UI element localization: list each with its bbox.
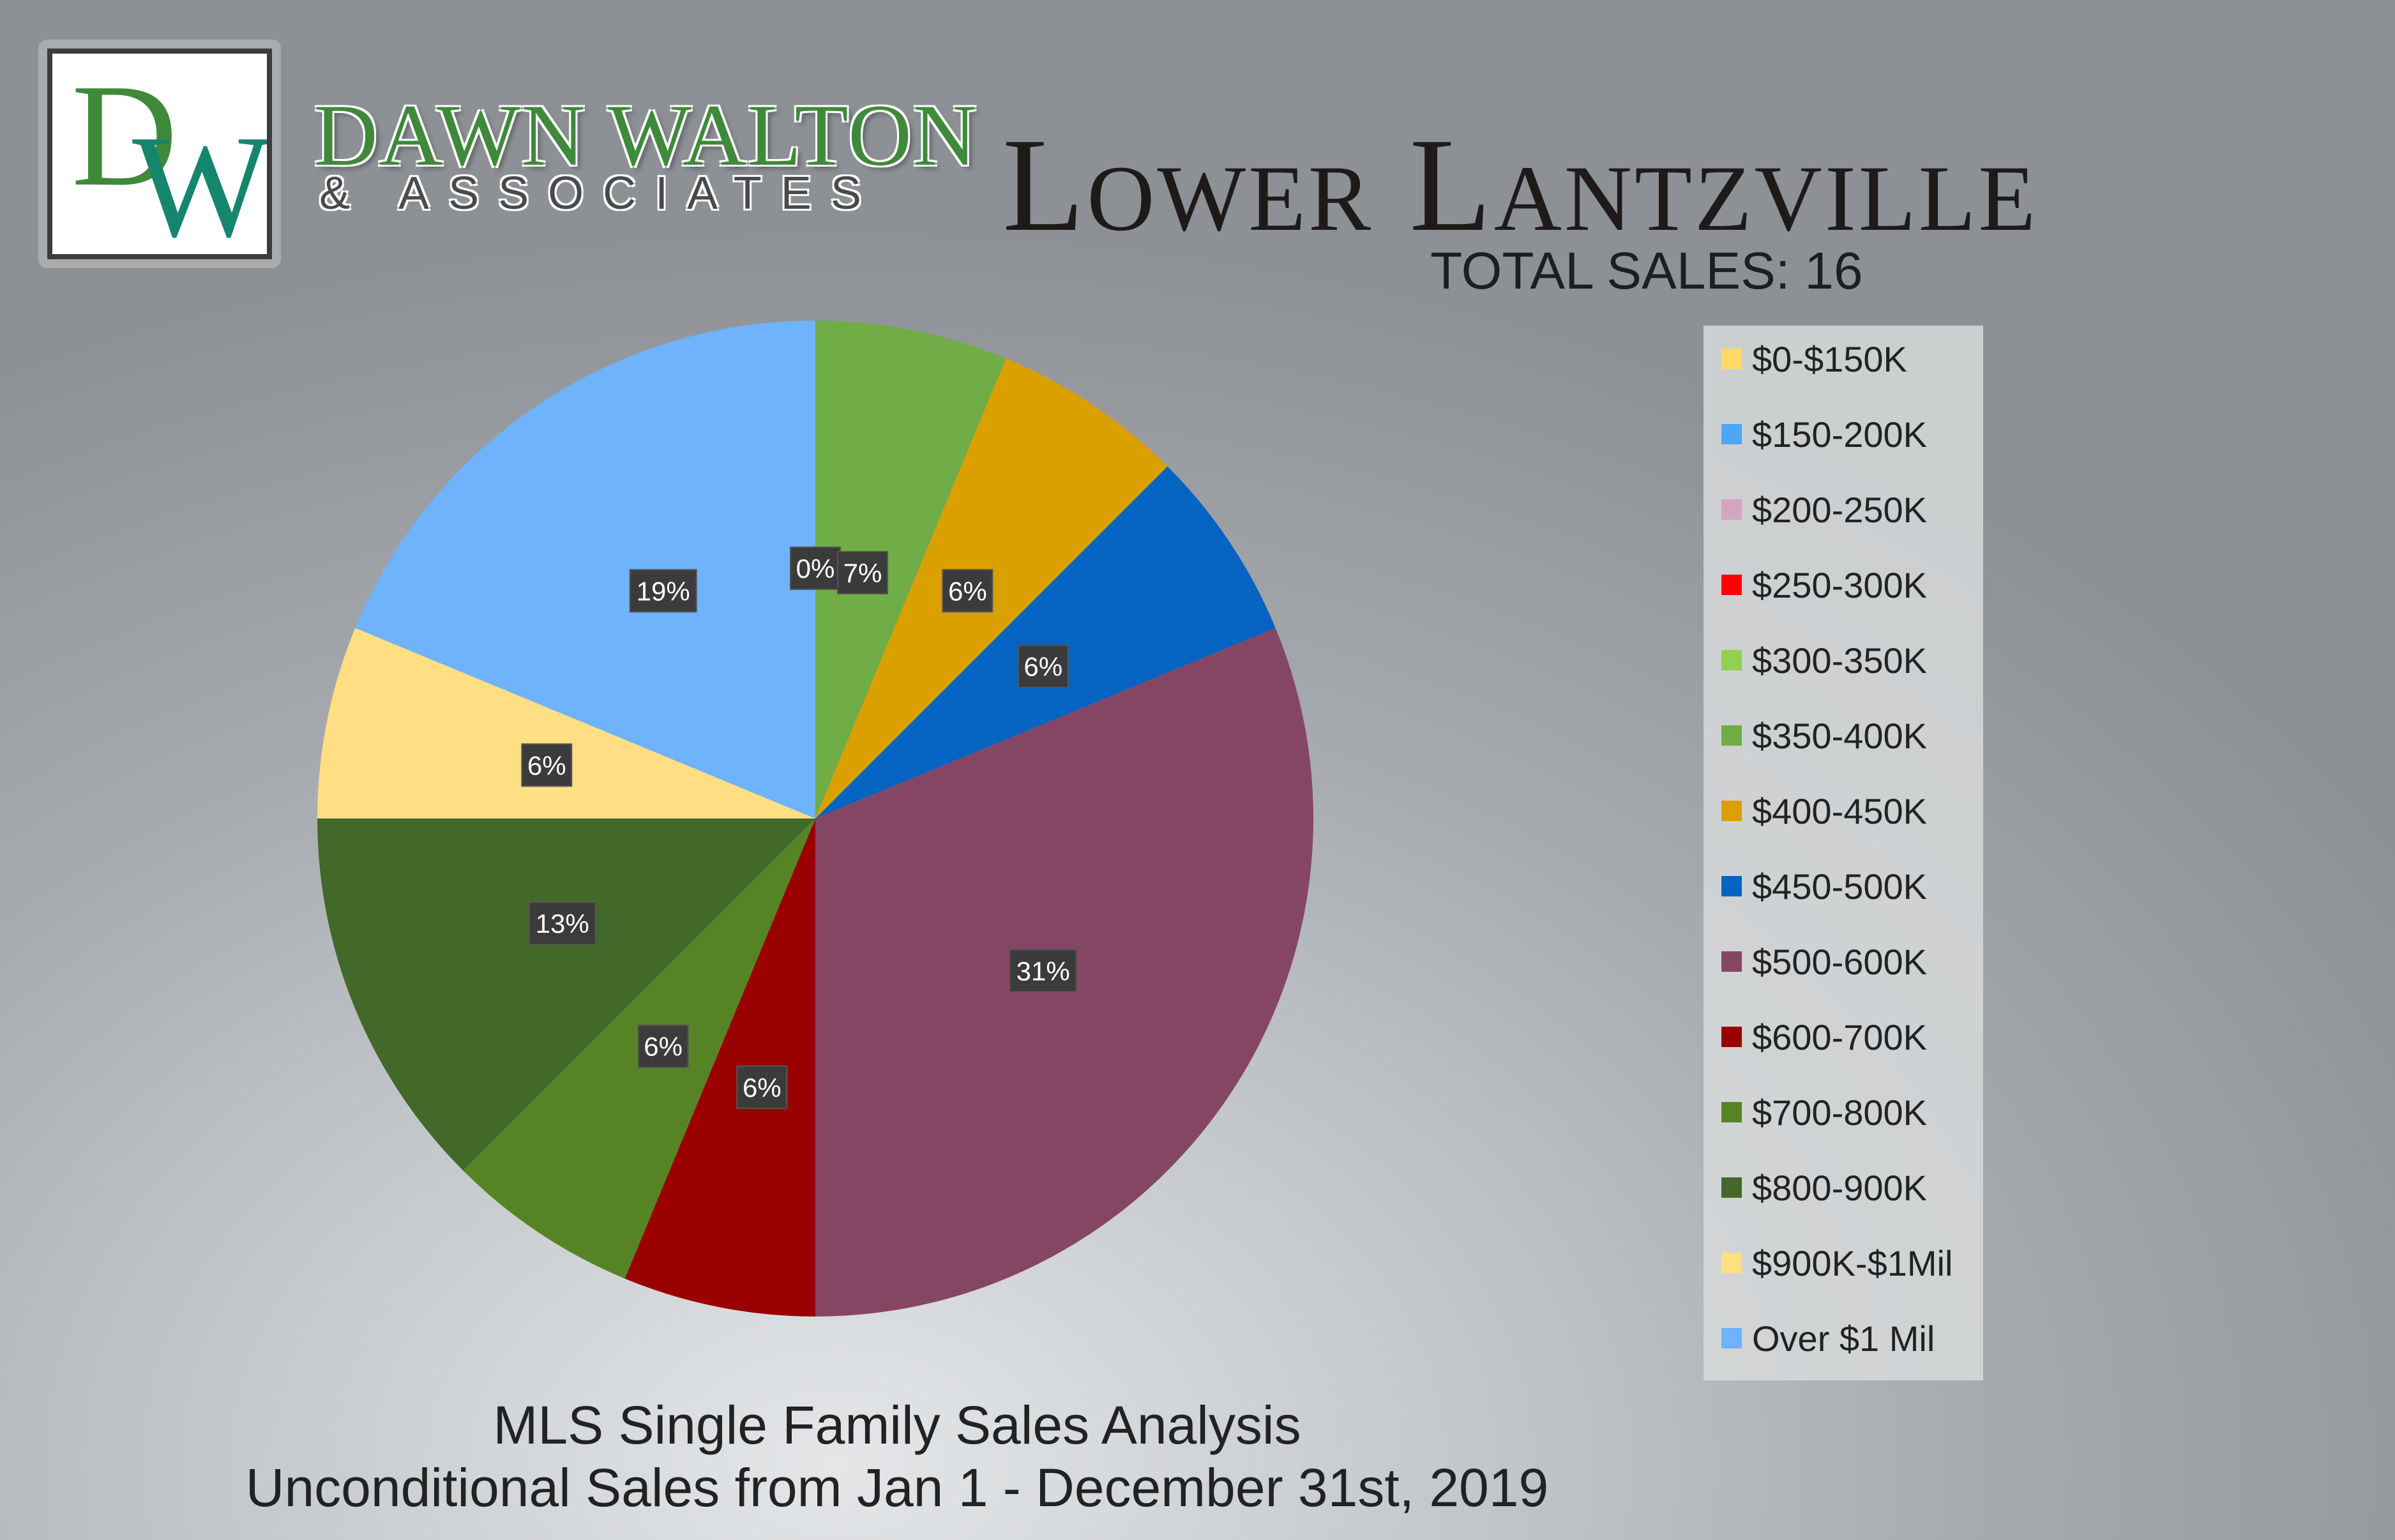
dw-monogram-icon: D W (72, 54, 267, 254)
legend-item: $300-350K (1721, 640, 1928, 681)
brand-logo: D W (38, 40, 281, 268)
pie-slice (624, 819, 815, 1317)
svg-text:D: D (72, 54, 178, 216)
data-label-box (790, 547, 841, 590)
data-label-box (528, 902, 596, 946)
legend-label: $150-200K (1752, 414, 1928, 455)
legend-swatch (1721, 424, 1742, 444)
legend-label: Over $1 Mil (1752, 1318, 1935, 1359)
svg-text:W: W (132, 105, 267, 254)
legend-item: $900K-$1Mil (1721, 1242, 1953, 1283)
legend-label: $300-350K (1752, 640, 1928, 681)
data-label-box (521, 743, 573, 787)
data-label-box (837, 551, 888, 594)
data-label: 13% (528, 902, 596, 946)
footer-line-2: Unconditional Sales from Jan 1 - Decembe… (245, 1458, 1549, 1518)
legend-item: Over $1 Mil (1721, 1318, 1935, 1359)
legend-swatch (1721, 951, 1742, 972)
legend-label: $400-450K (1752, 790, 1928, 831)
logo-monogram-frame: D W (47, 49, 272, 259)
legend-item: $800-900K (1721, 1167, 1928, 1208)
data-label-box (1009, 949, 1077, 993)
data-label-box (942, 569, 994, 613)
data-label-box (736, 1065, 788, 1109)
legend-label: $700-800K (1752, 1092, 1928, 1133)
pie-slice (317, 819, 815, 1171)
legend-label: $500-600K (1752, 941, 1928, 982)
legend-label: $450-500K (1752, 866, 1928, 907)
data-label-text: 13% (536, 909, 589, 939)
data-label: 6% (1017, 644, 1069, 688)
legend-label: $600-700K (1752, 1016, 1928, 1057)
data-label-text: 6% (1024, 652, 1062, 682)
data-label: 31% (1009, 949, 1077, 993)
data-label-text: 6% (948, 576, 987, 606)
data-label: 19% (629, 569, 697, 613)
page-title: Lower Lantzville (1002, 111, 2039, 259)
pie-slice (815, 321, 1006, 819)
legend-item: $500-600K (1721, 941, 1928, 982)
footer-line-1: MLS Single Family Sales Analysis (493, 1395, 1301, 1455)
legend-swatch (1721, 499, 1742, 520)
data-label-box (629, 569, 697, 613)
legend-item: $400-450K (1721, 790, 1928, 831)
brand-name: DAWN WALTON (314, 86, 978, 184)
data-label: 6% (736, 1065, 788, 1109)
data-label-text: 6% (527, 750, 566, 780)
legend-swatch (1721, 801, 1742, 821)
legend-item: $450-500K (1721, 866, 1928, 907)
legend-item: $150-200K (1721, 414, 1928, 455)
legend-swatch (1721, 1253, 1742, 1273)
data-label: 6% (637, 1024, 689, 1068)
legend-swatch (1721, 1102, 1742, 1122)
data-label-box (1017, 644, 1069, 688)
legend-swatch (1721, 876, 1742, 896)
legend-swatch (1721, 650, 1742, 670)
legend-swatch (1721, 725, 1742, 746)
pie-slice (815, 466, 1276, 819)
legend-item: $700-800K (1721, 1092, 1928, 1133)
legend-label: $800-900K (1752, 1167, 1928, 1208)
legend-swatch (1721, 1027, 1742, 1047)
data-label-box (637, 1024, 689, 1068)
legend-label: $250-300K (1752, 564, 1928, 605)
data-label-text: 31% (1016, 956, 1070, 986)
data-label: 6% (942, 569, 994, 613)
brand-subtitle: & ASSOCIATES (319, 168, 880, 219)
legend-item: $0-$150K (1721, 338, 1907, 379)
legend-swatch (1721, 1328, 1742, 1348)
total-sales-label: TOTAL SALES: 16 (1430, 242, 1863, 300)
legend-item: $250-300K (1721, 564, 1928, 605)
legend-label: $200-250K (1752, 489, 1928, 530)
legend-label: $900K-$1Mil (1752, 1242, 1953, 1283)
data-label-text: 7% (843, 558, 882, 588)
pie-slice (317, 628, 815, 819)
legend-item: $600-700K (1721, 1016, 1928, 1057)
data-label-text: 6% (743, 1073, 782, 1103)
legend-item: $200-250K (1721, 489, 1928, 530)
data-label-text: 19% (637, 576, 690, 606)
data-label: 7% (837, 551, 888, 594)
data-label: 6% (521, 743, 573, 787)
legend-swatch (1721, 1177, 1742, 1198)
data-label-text: 6% (644, 1032, 683, 1062)
data-label: 0% (790, 547, 841, 590)
legend-label: $350-400K (1752, 715, 1928, 756)
legend-swatch (1721, 349, 1742, 369)
chart-legend: $0-$150K $150-200K $200-250K $250-300K $300-… (1704, 326, 1983, 1380)
data-label-text: 0% (796, 554, 835, 584)
legend-swatch (1721, 575, 1742, 595)
pie-slice (355, 321, 815, 819)
legend-label: $0-$150K (1752, 338, 1907, 379)
legend-item: $350-400K (1721, 715, 1928, 756)
